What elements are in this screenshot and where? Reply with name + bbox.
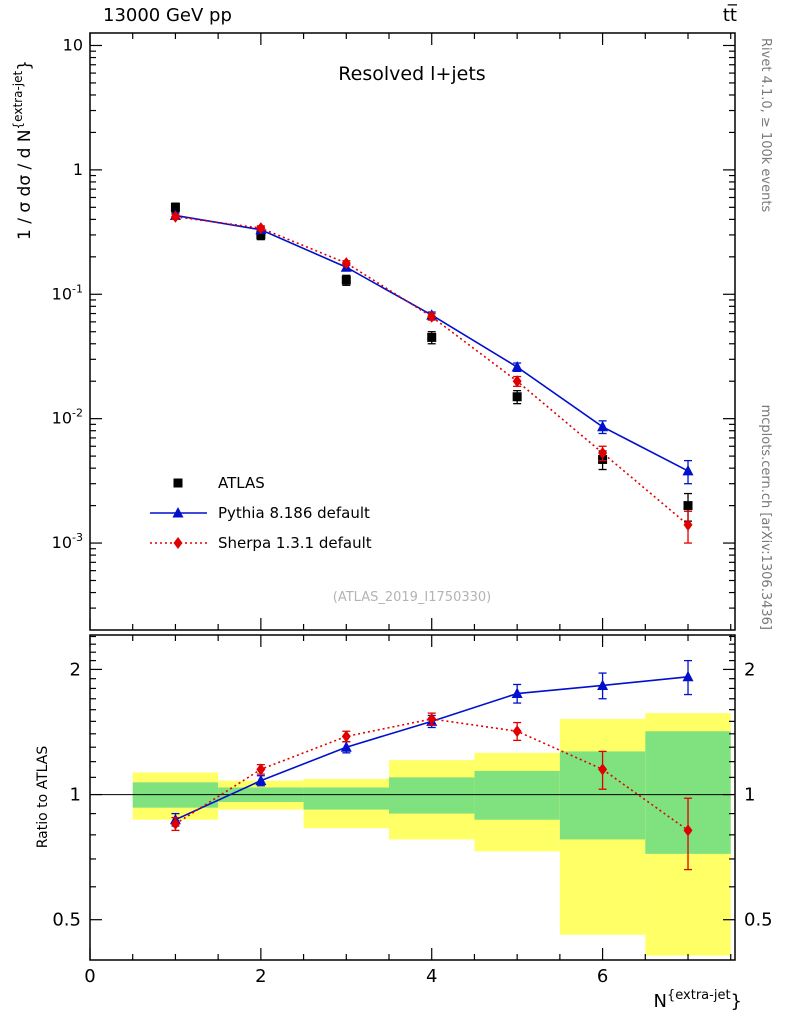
marker-diamond [173,537,183,549]
legend: ATLAS Pythia 8.186 default Sherpa 1.3.1 de… [150,474,372,552]
y-tick-label: 10-2 [52,407,83,428]
marker-diamond [341,730,351,743]
band-inner [389,777,475,814]
marker-square [512,392,522,402]
y-tick-label: 10 [63,35,83,54]
marker-diamond [683,518,693,531]
marker-square [173,478,183,488]
marker-square [427,332,437,342]
rivet-version-note: Rivet 4.1.0, ≥ 100k events [758,38,773,212]
data-series-layer [169,202,694,871]
ratio-panel-frame [89,634,736,961]
marker-diamond [427,310,437,323]
mcplots-reference-note: mcplots.cern.ch [arXiv:1306.3436] [758,405,773,630]
marker-triangle [682,670,694,682]
marker-triangle [682,464,694,476]
marker-triangle [511,687,523,699]
legend-label: Pythia 8.186 default [218,504,370,522]
x-tick-label: 2 [255,966,266,987]
y-tick-label: 10-3 [52,531,83,552]
band-inner [474,770,560,820]
marker-diamond [341,257,351,270]
ratio-y-tick-label-right: 1 [744,785,755,806]
marker-square [256,230,266,240]
marker-triangle [340,741,352,752]
marker-triangle [172,507,184,518]
marker-diamond [170,210,180,223]
marker-square [683,501,693,511]
x-axis-label: N{extra-jet} [654,988,742,1012]
beam-energy-label: 13000 GeV pp [103,5,232,26]
ratio-y-tick-label-right: 0.5 [744,910,773,931]
marker-triangle [255,774,267,786]
x-tick-label: 6 [597,966,608,987]
marker-diamond [598,763,608,776]
ratio-y-axis-label: Ratio to ATLAS [35,746,51,849]
y-tick-label: 10-1 [52,282,83,303]
legend-label: Sherpa 1.3.1 default [218,534,372,552]
marker-triangle [511,361,523,372]
marker-diamond [598,446,608,459]
main-y-axis-label: 1 / σ dσ / d N{extra-jet} [11,60,35,240]
marker-triangle [597,679,609,690]
ratio-y-tick-label-left: 2 [70,659,81,680]
legend-label: ATLAS [218,474,265,492]
marker-triangle [597,420,609,432]
y-tick-label: 1 [73,160,83,179]
process-label: tt̅ [723,4,738,26]
marker-diamond [256,222,266,235]
marker-diamond [256,763,266,776]
main-panel-frame [89,32,736,631]
ratio-y-tick-label-right: 2 [744,659,755,680]
analysis-id-watermark: (ATLAS_2019_I1750330) [333,590,491,605]
x-tick-label: 4 [426,966,437,987]
marker-diamond [512,375,522,388]
ratio-y-tick-label-left: 0.5 [52,910,81,931]
uncertainty-bands-layer [90,713,735,956]
marker-square [341,275,351,285]
plot-title: Resolved l+jets [338,63,485,85]
marker-diamond [512,725,522,738]
ratio-y-tick-label-left: 1 [70,785,81,806]
marker-diamond [170,817,180,830]
marker-diamond [683,824,693,837]
axes-layer: 0 2 4 6 10 1 10-1 10-2 10-3 2 2 1 1 0.5 0.5 1 / σ dσ / … [11,32,773,1012]
marker-square [170,202,180,212]
x-tick-label: 0 [84,966,95,987]
marker-diamond [427,712,437,725]
band-inner [303,787,390,810]
